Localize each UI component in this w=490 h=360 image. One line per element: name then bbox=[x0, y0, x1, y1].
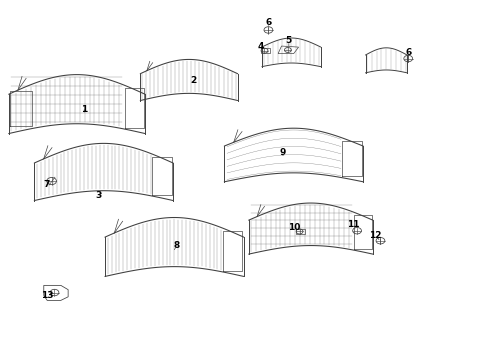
Text: 2: 2 bbox=[191, 76, 197, 85]
Text: 11: 11 bbox=[347, 220, 359, 229]
Text: 6: 6 bbox=[405, 48, 411, 57]
Text: 12: 12 bbox=[369, 231, 382, 240]
Text: 10: 10 bbox=[288, 222, 300, 231]
Text: 8: 8 bbox=[173, 241, 180, 250]
Text: 4: 4 bbox=[257, 41, 264, 50]
Text: 3: 3 bbox=[96, 191, 102, 200]
Text: 5: 5 bbox=[286, 36, 292, 46]
Text: 1: 1 bbox=[81, 105, 87, 114]
Text: 7: 7 bbox=[43, 180, 49, 189]
Text: 9: 9 bbox=[280, 148, 286, 157]
Text: 6: 6 bbox=[265, 18, 271, 27]
Text: 13: 13 bbox=[42, 291, 54, 300]
